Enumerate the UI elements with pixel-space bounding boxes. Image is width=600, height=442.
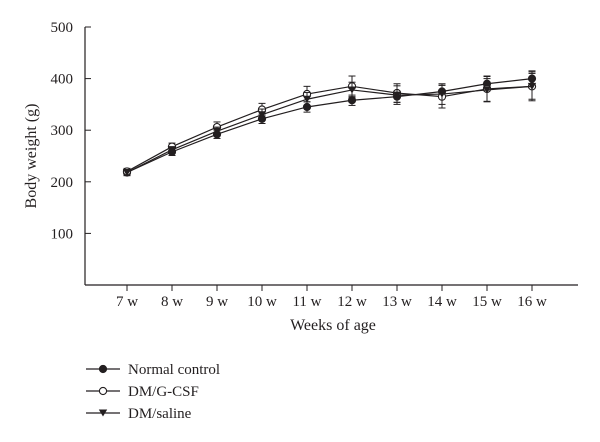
legend-item-dm-saline: DM/saline	[86, 406, 192, 422]
legend-item-dm-g-csf: DM/G-CSF	[86, 384, 199, 400]
y-tick-label: 400	[51, 72, 74, 88]
series-layer	[122, 70, 537, 177]
legend: Normal control DM/G-CSF DM/saline	[86, 362, 220, 422]
y-tick-label: 500	[51, 20, 74, 36]
series-1	[122, 71, 537, 176]
data-point	[392, 91, 402, 99]
x-tick-label: 12 w	[337, 294, 367, 310]
legend-label-normal-control: Normal control	[128, 362, 220, 378]
data-point	[527, 82, 537, 90]
series-line	[126, 78, 533, 174]
y-axis-title: Body weight (g)	[23, 104, 40, 209]
data-point	[302, 95, 312, 103]
data-point	[482, 86, 492, 94]
data-point	[167, 146, 177, 154]
x-tick-label: 8 w	[161, 294, 183, 310]
x-tick-label: 11 w	[292, 294, 321, 310]
series-2	[122, 72, 537, 177]
x-tick-label: 10 w	[247, 294, 277, 310]
data-point	[437, 90, 447, 98]
legend-item-normal-control: Normal control	[86, 362, 220, 378]
series-line	[126, 85, 533, 174]
axes	[84, 27, 578, 286]
x-tick-label: 7 w	[116, 294, 138, 310]
y-tick-label: 300	[51, 123, 74, 139]
data-point	[212, 127, 222, 135]
x-tick-label: 14 w	[427, 294, 457, 310]
x-tick-label: 15 w	[472, 294, 502, 310]
y-tick-label: 100	[51, 226, 74, 242]
y-ticks: 100 200 300 400 500	[51, 20, 91, 242]
legend-label-dm-saline: DM/saline	[128, 406, 192, 422]
data-point	[257, 111, 267, 119]
x-tick-label: 13 w	[382, 294, 412, 310]
y-tick-label: 200	[51, 175, 74, 191]
data-point	[122, 169, 132, 177]
x-ticks: 7 w 8 w 9 w 10 w 11 w 12 w 13 w 14 w 15 w 16 w	[116, 285, 547, 310]
legend-marker-normal-control	[98, 364, 108, 374]
x-axis-title: Weeks of age	[290, 317, 376, 334]
x-tick-label: 16 w	[517, 294, 547, 310]
series-0	[122, 70, 537, 177]
legend-marker-dm-g-csf	[98, 386, 108, 396]
legend-label-dm-g-csf: DM/G-CSF	[128, 384, 199, 400]
legend-marker-dm-saline	[98, 409, 108, 417]
data-point	[347, 86, 357, 94]
x-tick-label: 9 w	[206, 294, 228, 310]
series-line	[126, 85, 533, 173]
